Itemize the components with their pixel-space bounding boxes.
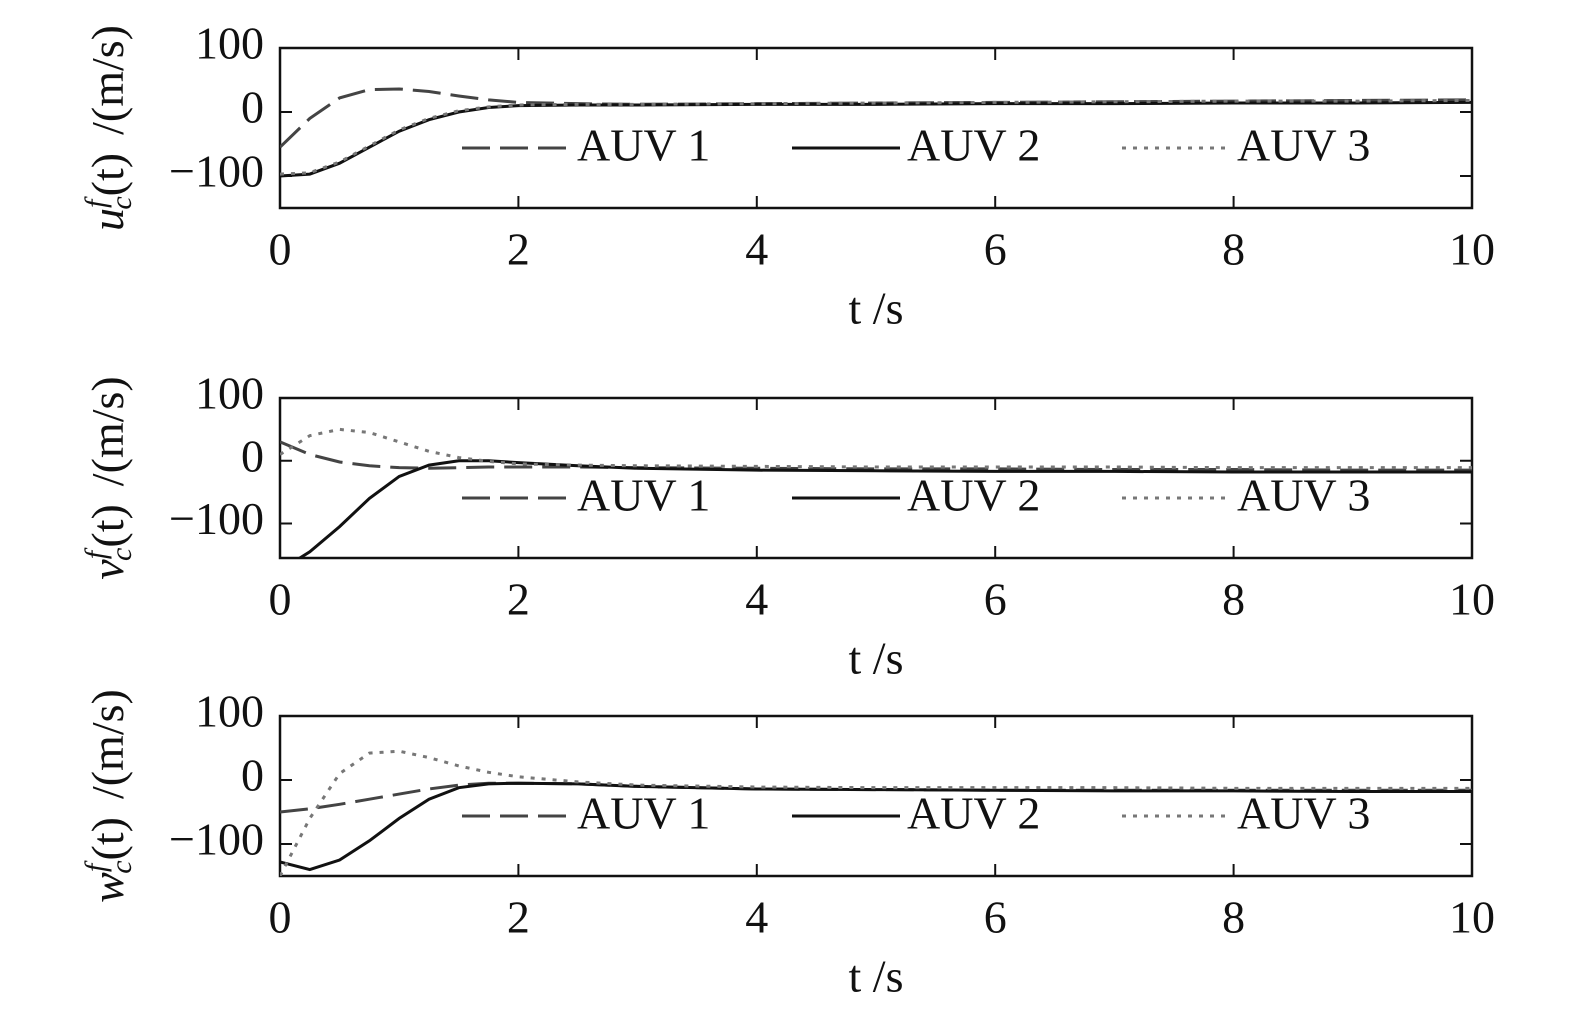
y-label-arg: (t) <box>82 153 133 196</box>
y-label-unit: /(m/s) <box>82 25 133 135</box>
x-axis-label: t /s <box>849 951 904 1002</box>
y-tick-label: 0 <box>241 82 264 133</box>
series-line <box>280 440 1472 472</box>
legend-label: AUV 3 <box>1237 788 1370 839</box>
x-tick-label: 0 <box>269 892 292 943</box>
y-tick-label: −100 <box>169 814 264 865</box>
x-tick-label: 6 <box>984 224 1007 275</box>
legend-label: AUV 1 <box>577 120 710 171</box>
x-tick-label: 8 <box>1222 574 1245 625</box>
legend-label: AUV 2 <box>907 470 1040 521</box>
plot-frame <box>278 46 1474 210</box>
y-axis-label: vfc(t)/(m/s) <box>79 376 138 579</box>
y-label-sub: c <box>105 196 138 209</box>
y-tick-label: 0 <box>241 750 264 801</box>
series-line <box>280 98 1472 176</box>
x-tick-label: 2 <box>507 892 530 943</box>
plot-frame <box>278 714 1474 878</box>
legend-label: AUV 2 <box>907 120 1040 171</box>
x-axis-label: t /s <box>849 633 904 684</box>
legend-label: AUV 3 <box>1237 470 1370 521</box>
series-line <box>280 781 1472 872</box>
lines <box>280 87 1472 178</box>
x-tick-label: 2 <box>507 224 530 275</box>
series-line <box>280 87 1472 149</box>
legend-label: AUV 3 <box>1237 120 1370 171</box>
legend-label: AUV 1 <box>577 788 710 839</box>
x-tick-label: 0 <box>269 224 292 275</box>
y-label-symbol: v <box>82 559 133 580</box>
y-tick-label: −100 <box>169 493 264 544</box>
lines <box>280 427 1472 558</box>
y-tick-label: 100 <box>195 686 264 737</box>
x-tick-label: 6 <box>984 574 1007 625</box>
y-label-sub: c <box>105 860 138 873</box>
x-tick-label: 4 <box>745 224 768 275</box>
x-tick-label: 8 <box>1222 892 1245 943</box>
y-label-sub: c <box>105 548 138 561</box>
x-tick-label: 2 <box>507 574 530 625</box>
x-tick-label: 8 <box>1222 224 1245 275</box>
y-axis-label: ufc(t)/(m/s) <box>79 25 138 231</box>
series-line <box>280 427 1472 470</box>
y-tick-label: 0 <box>241 430 264 481</box>
legend-label: AUV 1 <box>577 470 710 521</box>
x-tick-label: 0 <box>269 574 292 625</box>
legend-label: AUV 2 <box>907 788 1040 839</box>
x-tick-label: 6 <box>984 892 1007 943</box>
y-label-arg: (t) <box>82 817 133 860</box>
x-tick-label: 10 <box>1449 224 1495 275</box>
y-axis-label: wfc(t)/(m/s) <box>79 689 138 903</box>
y-tick-label: 100 <box>195 18 264 69</box>
x-axis-label: t /s <box>849 283 904 334</box>
x-tick-label: 4 <box>745 574 768 625</box>
y-label-symbol: w <box>82 872 133 903</box>
y-label-arg: (t) <box>82 504 133 547</box>
x-tick-label: 4 <box>745 892 768 943</box>
lines <box>280 749 1472 876</box>
y-tick-label: −100 <box>169 146 264 197</box>
plot-frame <box>278 396 1474 560</box>
y-label-unit: /(m/s) <box>82 689 133 799</box>
y-label-unit: /(m/s) <box>82 376 133 486</box>
x-tick-label: 10 <box>1449 574 1495 625</box>
y-label-symbol: u <box>82 208 133 231</box>
x-tick-label: 10 <box>1449 892 1495 943</box>
y-tick-label: 100 <box>195 368 264 419</box>
